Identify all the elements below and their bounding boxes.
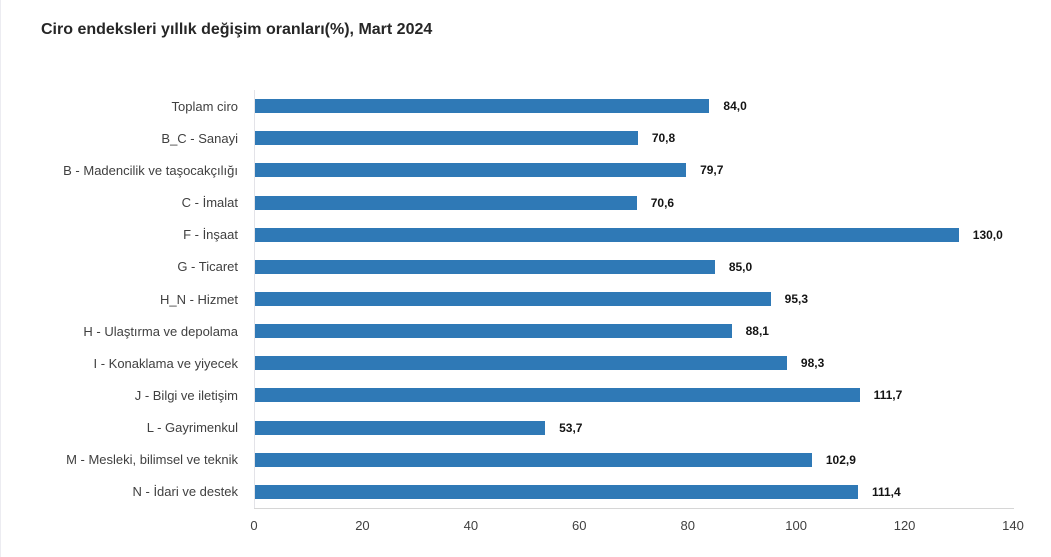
bar-track: 84,0 <box>254 90 1013 122</box>
x-axis-tick-label: 40 <box>463 518 479 533</box>
value-label: 70,8 <box>651 131 676 146</box>
category-label: B - Madencilik ve taşocakçılığı <box>63 162 238 178</box>
bar-track: 79,7 <box>254 154 1013 186</box>
bar[interactable] <box>254 292 771 307</box>
bar-track: 111,4 <box>254 476 1013 508</box>
bar[interactable] <box>254 227 959 242</box>
value-label: 130,0 <box>972 227 1003 242</box>
bar[interactable] <box>254 420 546 435</box>
bar-track: 88,1 <box>254 315 1013 347</box>
value-label: 111,4 <box>871 484 901 499</box>
chart-row: M - Mesleki, bilimsel ve teknik 102,9 <box>1 444 1013 476</box>
x-axis-ticks: 0 20 40 60 80 100 120 140 <box>250 518 1023 538</box>
category-label: G - Ticaret <box>177 259 238 275</box>
x-axis-tick-label: 20 <box>355 518 370 533</box>
category-label: B_C - Sanayi <box>161 130 238 146</box>
value-label: 111,7 <box>873 388 903 403</box>
chart-row: F - İnşaat 130,0 <box>1 219 1013 251</box>
category-label: I - Konaklama ve yiyecek <box>93 355 238 371</box>
bar-chart-rows: Toplam ciro 84,0 B_C - Sanayi 70,8 B - Maden… <box>1 90 1013 508</box>
value-label: 70,6 <box>650 195 675 210</box>
y-axis-line <box>254 90 255 508</box>
x-axis-tick-label: 100 <box>785 518 807 533</box>
bar-track: 111,7 <box>254 379 1013 411</box>
bar[interactable] <box>254 259 715 274</box>
x-axis-tick-label: 120 <box>893 518 916 533</box>
value-label: 102,9 <box>825 452 856 467</box>
value-label: 98,3 <box>800 356 825 371</box>
bar[interactable] <box>254 324 732 339</box>
x-axis-line <box>254 508 1014 509</box>
x-axis-tick-label: 80 <box>680 518 695 533</box>
bar[interactable] <box>254 484 858 499</box>
chart-row: G - Ticaret 85,0 <box>1 251 1013 283</box>
chart-row: C - İmalat 70,6 <box>1 186 1013 218</box>
bar[interactable] <box>254 356 787 371</box>
chart-row: B_C - Sanayi 70,8 <box>1 122 1013 154</box>
chart-row: H_N - Hizmet 95,3 <box>1 283 1013 315</box>
category-label: H_N - Hizmet <box>159 291 238 307</box>
category-label: F - İnşaat <box>183 227 238 243</box>
bar-track: 130,0 <box>254 219 1013 251</box>
value-label: 84,0 <box>723 99 747 114</box>
chart-row: J - Bilgi ve iletişim 111,7 <box>1 379 1013 411</box>
chart-row: B - Madencilik ve taşocakçılığı 79,7 <box>1 154 1013 186</box>
category-label: L - Gayrimenkul <box>146 420 238 436</box>
bar[interactable] <box>254 131 638 146</box>
category-label: C - İmalat <box>181 195 238 211</box>
bar[interactable] <box>254 195 637 210</box>
chart-row: N - İdari ve destek 111,4 <box>1 476 1013 508</box>
category-label: Toplam ciro <box>171 98 238 114</box>
bar-track: 95,3 <box>254 283 1013 315</box>
bar-track: 70,8 <box>254 122 1013 154</box>
chart-row: Toplam ciro 84,0 <box>1 90 1013 122</box>
bar[interactable] <box>254 163 687 178</box>
bar-track: 85,0 <box>254 251 1013 283</box>
value-label: 85,0 <box>728 259 753 274</box>
category-label: N - İdari ve destek <box>132 484 239 500</box>
value-label: 79,7 <box>700 163 724 178</box>
category-label: M - Mesleki, bilimsel ve teknik <box>66 452 238 468</box>
bar-track: 70,6 <box>254 186 1013 218</box>
value-label: 88,1 <box>745 324 769 339</box>
bar[interactable] <box>254 452 812 467</box>
x-axis-tick-label: 140 <box>1002 518 1024 533</box>
bar[interactable] <box>254 388 860 403</box>
chart-row: H - Ulaştırma ve depolama 88,1 <box>1 315 1013 347</box>
category-label: H - Ulaştırma ve depolama <box>83 323 238 339</box>
bar[interactable] <box>254 99 710 114</box>
category-label: J - Bilgi ve iletişim <box>134 387 238 403</box>
value-label: 95,3 <box>784 292 809 307</box>
chart-title: Ciro endeksleri yıllık değişim oranları(… <box>41 21 433 38</box>
chart-row: I - Konaklama ve yiyecek 98,3 <box>1 347 1013 379</box>
value-label: 53,7 <box>559 420 583 435</box>
bar-track: 102,9 <box>254 444 1013 476</box>
x-axis-tick-label: 60 <box>572 518 587 533</box>
chart-row: L - Gayrimenkul 53,7 <box>1 412 1013 444</box>
bar-track: 98,3 <box>254 347 1013 379</box>
bar-track: 53,7 <box>254 412 1013 444</box>
x-axis-tick-label: 0 <box>250 518 258 533</box>
